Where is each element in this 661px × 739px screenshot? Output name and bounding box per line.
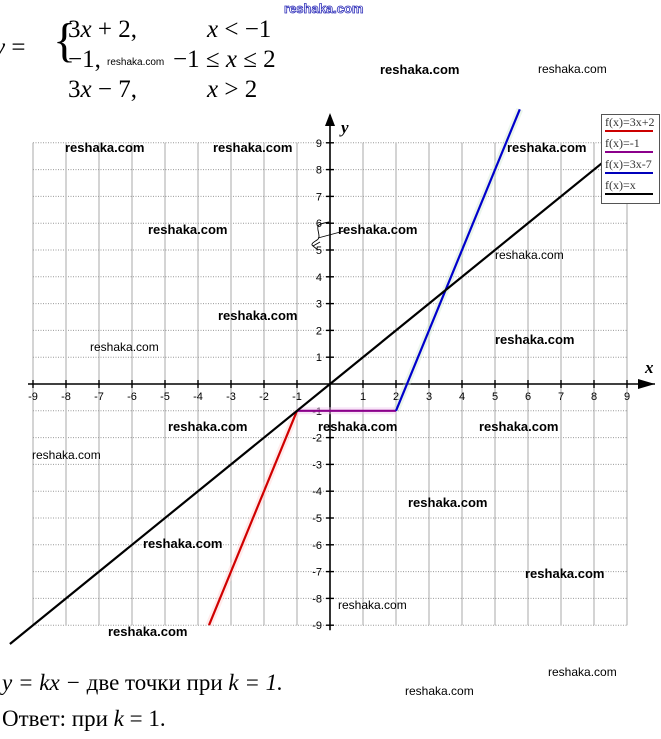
- svg-text:4: 4: [316, 272, 322, 284]
- svg-text:9: 9: [624, 391, 630, 403]
- svg-text:-6: -6: [312, 540, 322, 552]
- svg-text:1: 1: [316, 352, 322, 364]
- svg-text:-7: -7: [94, 391, 104, 403]
- svg-text:-8: -8: [312, 593, 322, 605]
- svg-text:-5: -5: [312, 513, 322, 525]
- svg-text:6: 6: [316, 218, 322, 230]
- svg-text:-2: -2: [259, 391, 269, 403]
- svg-text:9: 9: [316, 138, 322, 150]
- svg-text:-5: -5: [160, 391, 170, 403]
- svg-text:-6: -6: [127, 391, 137, 403]
- svg-text:3: 3: [426, 391, 432, 403]
- svg-text:-4: -4: [193, 391, 203, 403]
- svg-text:-7: -7: [312, 567, 322, 579]
- svg-text:-9: -9: [312, 620, 322, 632]
- svg-text:-8: -8: [61, 391, 71, 403]
- svg-text:3: 3: [316, 299, 322, 311]
- svg-text:-2: -2: [312, 433, 322, 445]
- svg-text:7: 7: [558, 391, 564, 403]
- svg-text:-3: -3: [312, 459, 322, 471]
- svg-text:-1: -1: [292, 391, 302, 403]
- svg-text:5: 5: [316, 245, 322, 257]
- svg-text:-9: -9: [28, 391, 38, 403]
- svg-text:8: 8: [591, 391, 597, 403]
- svg-text:4: 4: [459, 391, 465, 403]
- svg-text:7: 7: [316, 191, 322, 203]
- svg-text:6: 6: [525, 391, 531, 403]
- svg-text:1: 1: [360, 391, 366, 403]
- svg-text:-4: -4: [312, 486, 322, 498]
- svg-text:8: 8: [316, 165, 322, 177]
- svg-text:5: 5: [492, 391, 498, 403]
- svg-text:-3: -3: [226, 391, 236, 403]
- svg-text:2: 2: [316, 325, 322, 337]
